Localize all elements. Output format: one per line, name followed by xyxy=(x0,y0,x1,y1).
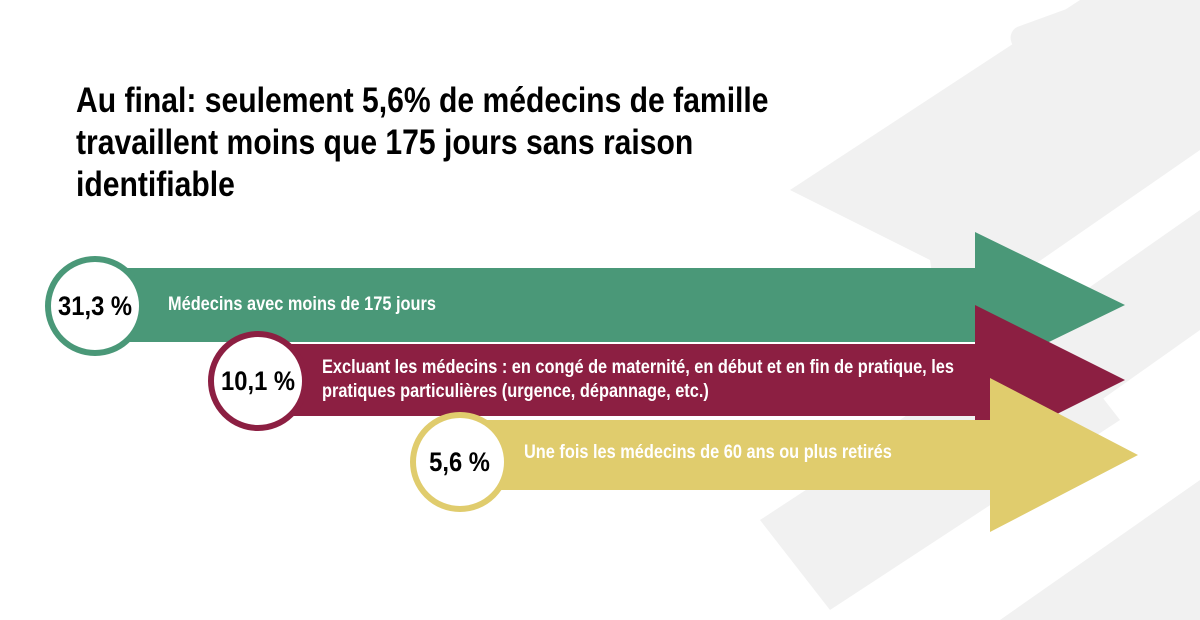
step-1-label-line1: Médecins avec moins de 175 jours xyxy=(168,294,436,315)
percent-circle-step-2: 10,1 % xyxy=(208,331,308,431)
arrow-step-3 xyxy=(460,378,1138,532)
percent-value-step-3: 5,6 % xyxy=(429,446,491,477)
step-2-label-line2: pratiques particulières (urgence, dépann… xyxy=(322,381,709,402)
arrow-step-1 xyxy=(100,232,1125,378)
step-1-label: Médecins avec moins de 175 jours xyxy=(168,293,436,317)
arrow-step-2 xyxy=(260,305,1125,455)
step-3-label-line1: Une fois les médecins de 60 ans ou plus … xyxy=(524,442,892,463)
page-title: Au final: seulement 5,6% de médecins de … xyxy=(76,81,769,204)
step-2-label: Excluant les médecins : en congé de mate… xyxy=(322,356,954,404)
percent-circle-step-1: 31,3 % xyxy=(45,256,145,356)
percent-value-step-2: 10,1 % xyxy=(221,365,295,396)
step-3-label: Une fois les médecins de 60 ans ou plus … xyxy=(524,441,892,465)
step-2-label-line1: Excluant les médecins : en congé de mate… xyxy=(322,357,954,378)
percent-value-step-1: 31,3 % xyxy=(58,290,132,321)
percent-circle-step-3: 5,6 % xyxy=(410,412,510,512)
